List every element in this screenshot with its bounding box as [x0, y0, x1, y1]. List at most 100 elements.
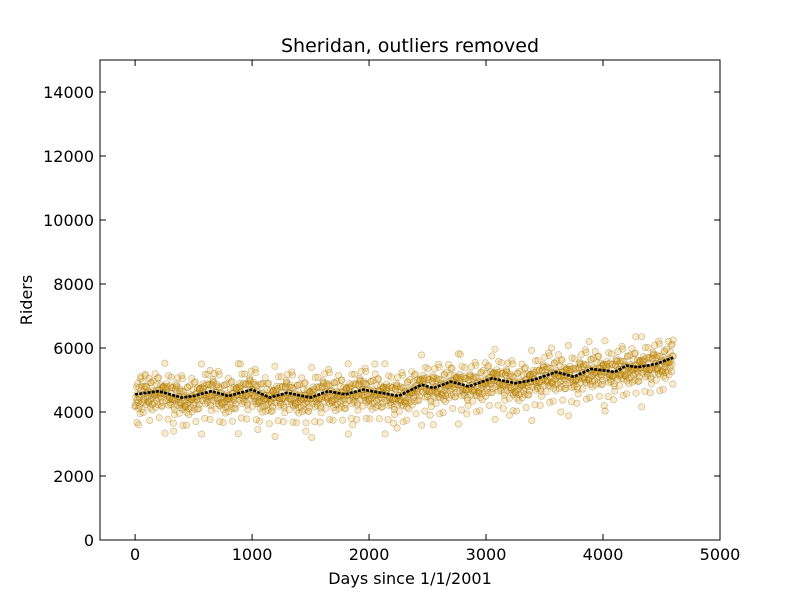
scatter-point	[467, 363, 475, 371]
scatter-point	[626, 351, 634, 359]
scatter-point	[147, 378, 155, 386]
scatter-point	[361, 364, 369, 372]
scatter-point	[326, 399, 334, 407]
scatter-point	[456, 370, 464, 378]
scatter-point	[337, 403, 345, 411]
scatter-point	[385, 372, 393, 380]
scatter-point	[393, 424, 401, 432]
scatter-point	[338, 396, 346, 404]
scatter-point	[432, 399, 440, 407]
scatter-point	[209, 377, 217, 385]
scatter-point	[528, 416, 536, 424]
scatter-point	[453, 373, 461, 381]
scatter-point	[629, 371, 637, 379]
scatter-point	[586, 381, 594, 389]
scatter-point	[505, 411, 513, 419]
scatter-point	[272, 399, 280, 407]
scatter-point	[233, 384, 241, 392]
scatter-point	[285, 395, 293, 403]
scatter-point	[142, 372, 150, 380]
scatter-point	[217, 399, 225, 407]
scatter-point	[401, 398, 409, 406]
scatter-point	[155, 414, 163, 422]
scatter-point	[427, 403, 435, 411]
scatter-point	[222, 380, 230, 388]
scatter-point	[352, 380, 360, 388]
scatter-point	[213, 383, 221, 391]
scatter-point	[562, 384, 570, 392]
scatter-point	[423, 393, 431, 401]
scatter-point	[420, 374, 428, 382]
scatter-point	[520, 371, 528, 379]
scatter-point	[669, 336, 677, 344]
scatter-point	[415, 392, 423, 400]
scatter-point	[276, 395, 284, 403]
scatter-point	[442, 368, 450, 376]
scatter-point	[148, 406, 156, 414]
scatter-point	[544, 381, 552, 389]
scatter-point	[306, 388, 314, 396]
scatter-point	[201, 370, 209, 378]
scatter-point	[458, 362, 466, 370]
scatter-point	[634, 377, 642, 385]
scatter-point	[279, 418, 287, 426]
y-tick-label: 8000	[53, 275, 94, 294]
scatter-point	[540, 381, 548, 389]
scatter-point	[558, 383, 566, 391]
scatter-point	[522, 403, 530, 411]
scatter-point	[600, 360, 608, 368]
scatter-point	[526, 371, 534, 379]
scatter-point	[503, 367, 511, 375]
scatter-point	[471, 358, 479, 366]
scatter-point	[309, 400, 317, 408]
scatter-point	[236, 360, 244, 368]
scatter-point	[208, 380, 216, 388]
scatter-point	[287, 395, 295, 403]
scatter-point	[489, 368, 497, 376]
scatter-point	[341, 396, 349, 404]
scatter-point	[606, 359, 614, 367]
scatter-point	[332, 378, 340, 386]
scatter-point	[433, 377, 441, 385]
scatter-point	[226, 400, 234, 408]
scatter-point	[599, 376, 607, 384]
scatter-point	[255, 397, 263, 405]
scatter-point	[537, 392, 545, 400]
scatter-point	[348, 394, 356, 402]
scatter-point	[435, 375, 443, 383]
scatter-point	[274, 384, 282, 392]
scatter-point	[375, 415, 383, 423]
scatter-point	[360, 391, 368, 399]
scatter-point	[360, 377, 368, 385]
scatter-point	[585, 376, 593, 384]
scatter-point	[664, 367, 672, 375]
scatter-point	[476, 407, 484, 415]
scatter-point	[220, 406, 228, 414]
scatter-point	[371, 370, 379, 378]
scatter-point	[658, 367, 666, 375]
scatter-point	[533, 382, 541, 390]
scatter-point	[360, 393, 368, 401]
scatter-point	[405, 399, 413, 407]
scatter-point	[460, 373, 468, 381]
scatter-point	[605, 378, 613, 386]
scatter-point	[464, 387, 472, 395]
scatter-point	[359, 380, 367, 388]
scatter-point	[577, 378, 585, 386]
scatter-point	[496, 384, 504, 392]
scatter-point	[639, 357, 647, 365]
scatter-point	[219, 398, 227, 406]
scatter-point	[466, 373, 474, 381]
scatter-point	[245, 380, 253, 388]
scatter-point	[142, 382, 150, 390]
scatter-point	[548, 379, 556, 387]
scatter-point	[560, 363, 568, 371]
scatter-point	[322, 394, 330, 402]
scatter-point	[164, 383, 172, 391]
scatter-point	[332, 401, 340, 409]
scatter-point	[167, 373, 175, 381]
scatter-point	[305, 403, 313, 411]
scatter-point	[619, 391, 627, 399]
scatter-point	[481, 359, 489, 367]
scatter-point	[538, 367, 546, 375]
